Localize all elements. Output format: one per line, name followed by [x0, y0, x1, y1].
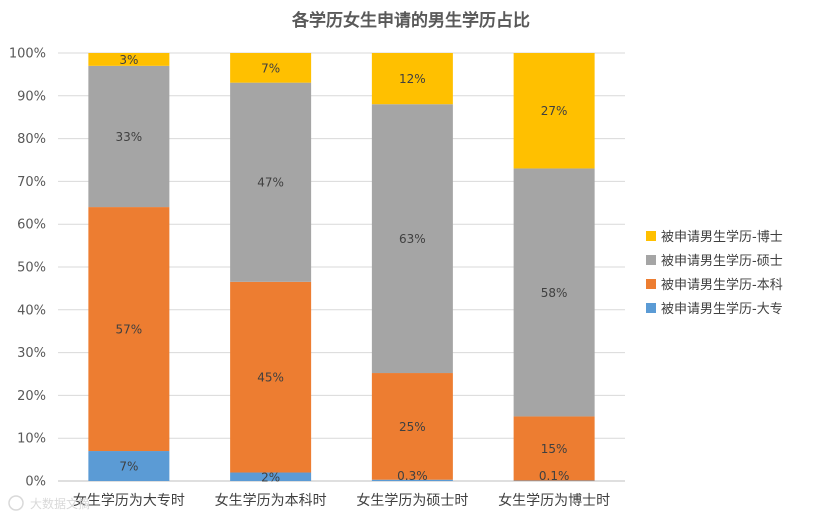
watermark-logo-icon	[8, 495, 24, 511]
legend-label: 被申请男生学历-硕士	[661, 253, 783, 269]
y-tick-label: 0%	[25, 475, 46, 490]
x-category-label: 女生学历为本科时	[215, 492, 327, 509]
legend-swatch	[646, 279, 656, 289]
x-axis-categories: 女生学历为大专时 女生学历为本科时 女生学历为硕士时 女生学历为博士时	[73, 492, 610, 509]
data-label: 15%	[541, 442, 568, 456]
y-tick-label: 90%	[17, 89, 46, 104]
y-tick-label: 70%	[17, 175, 46, 190]
bar-segment	[88, 451, 170, 481]
x-category-label: 女生学历为硕士时	[356, 492, 468, 509]
data-label: 7%	[119, 460, 138, 474]
y-tick-label: 20%	[17, 389, 46, 404]
data-label: 33%	[116, 130, 143, 144]
legend-label: 被申请男生学历-本科	[661, 277, 783, 293]
bar-segment	[88, 207, 170, 452]
y-tick-label: 40%	[17, 303, 46, 318]
bar-segment	[371, 373, 453, 480]
y-tick-label: 60%	[17, 218, 46, 233]
legend-label: 被申请男生学历-博士	[661, 229, 783, 245]
bar-segment	[371, 53, 453, 105]
x-category-label: 女生学历为大专时	[73, 492, 185, 509]
data-label: 7%	[261, 61, 280, 75]
y-tick-label: 50%	[17, 261, 46, 276]
bar-segment	[513, 416, 595, 481]
data-label: 27%	[541, 104, 568, 118]
data-label: 58%	[541, 286, 568, 300]
bar-segment	[230, 472, 312, 481]
legend-swatch	[646, 231, 656, 241]
watermark: 大数据文摘	[8, 495, 90, 511]
bar-segment	[371, 104, 453, 374]
watermark-text: 大数据文摘	[30, 496, 90, 511]
bar-segment	[513, 168, 595, 417]
chart-title: 各学历女生申请的男生学历占比	[291, 10, 530, 31]
bar-segment	[230, 82, 312, 282]
data-label: 63%	[399, 232, 426, 246]
y-axis-ticks: 0% 10% 20% 30% 40% 50% 60% 70% 80% 90% 100%	[9, 47, 46, 490]
bar-segment	[513, 53, 595, 169]
data-label: 0.3%	[397, 469, 428, 483]
data-label: 57%	[116, 323, 143, 337]
y-tick-label: 10%	[17, 432, 46, 447]
data-label: 0.1%	[539, 469, 570, 483]
bar-segment	[230, 281, 312, 473]
bar-segment	[88, 53, 170, 66]
bars	[88, 53, 595, 481]
data-label: 45%	[257, 371, 284, 385]
bar-segment	[88, 65, 170, 208]
data-label: 12%	[399, 72, 426, 86]
bar-segment	[230, 53, 312, 83]
data-label: 2%	[261, 470, 280, 484]
y-tick-label: 80%	[17, 132, 46, 147]
data-label: 25%	[399, 420, 426, 434]
y-tick-label: 100%	[9, 47, 46, 62]
bar-segment	[371, 479, 453, 481]
x-category-label: 女生学历为博士时	[498, 492, 610, 509]
data-label: 3%	[119, 53, 138, 67]
legend-swatch	[646, 303, 656, 313]
legend-swatch	[646, 255, 656, 265]
y-tick-label: 30%	[17, 346, 46, 361]
legend-label: 被申请男生学历-大专	[661, 301, 783, 317]
data-labels: 7% 57% 33% 3% 2% 45% 47% 7% 0.3% 25% 63% 12% 0.1% 15%…	[116, 53, 570, 484]
data-label: 47%	[257, 176, 284, 190]
